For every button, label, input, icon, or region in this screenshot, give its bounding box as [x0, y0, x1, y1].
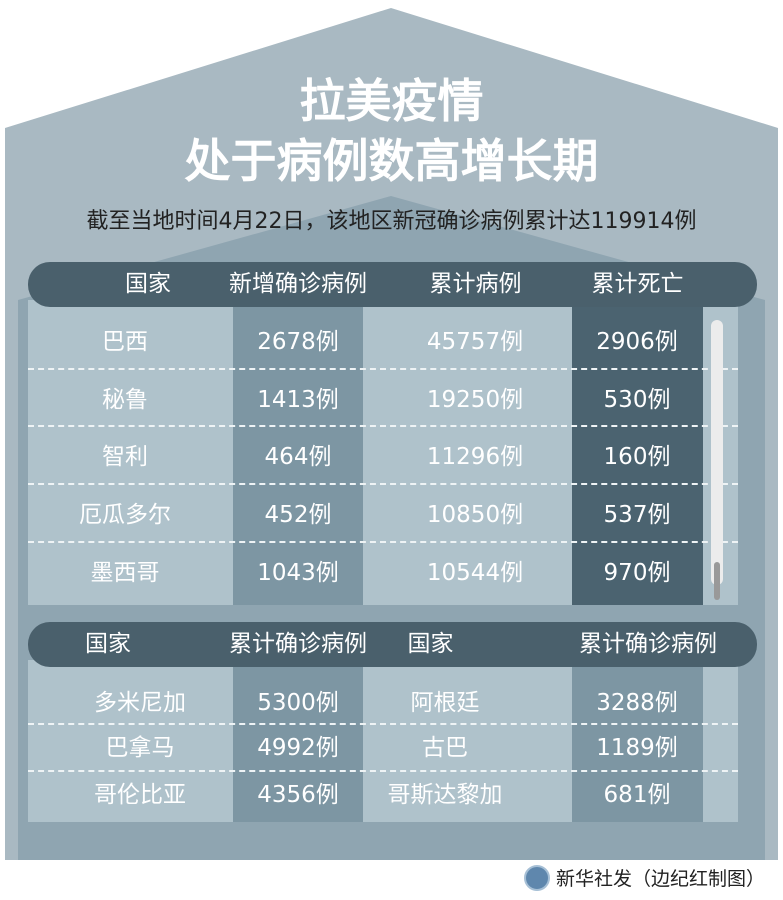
row-divider [28, 483, 738, 485]
table2-cases-column-2 [572, 660, 703, 822]
table2-header-country-2: 国家 [407, 631, 454, 657]
table1-deaths: 160例 [603, 444, 671, 470]
xinhua-logo-icon [523, 864, 550, 891]
thermometer-icon [711, 320, 723, 585]
table2-cases: 681例 [603, 782, 671, 808]
table1-total-cases: 10544例 [426, 560, 524, 586]
table1-new-cases: 1043例 [257, 560, 339, 586]
table2-country: 巴拿马 [105, 735, 175, 761]
table1-country: 巴西 [102, 329, 148, 355]
footer-credit: 新华社发（边纪红制图） [523, 864, 765, 891]
table1-new-cases: 1413例 [257, 387, 339, 413]
row-divider [28, 723, 738, 725]
table1-header-country: 国家 [125, 271, 171, 297]
table2-country: 阿根廷 [410, 690, 480, 716]
table1-total-cases: 19250例 [426, 387, 524, 413]
row-divider [28, 541, 738, 543]
table2-cases: 4356例 [257, 782, 339, 808]
row-divider [28, 770, 738, 772]
table1-deaths: 530例 [603, 387, 671, 413]
table2-country: 哥斯达黎加 [387, 782, 503, 808]
table1-new-cases: 464例 [264, 444, 332, 470]
table1-new-cases: 452例 [264, 502, 332, 528]
table1-deaths: 537例 [603, 502, 671, 528]
table2-header-cases-1: 累计确诊病例 [229, 631, 367, 657]
table2-cases: 3288例 [596, 690, 678, 716]
table2-country: 古巴 [422, 735, 468, 761]
table1-deaths-column [572, 300, 703, 605]
table1-deaths: 2906例 [596, 329, 678, 355]
title-line-1: 拉美疫情 [299, 74, 484, 128]
table1-total-cases: 10850例 [426, 502, 524, 528]
table1-country: 秘鲁 [102, 387, 148, 413]
table1-new-cases: 2678例 [257, 329, 339, 355]
table2-cases: 1189例 [596, 735, 678, 761]
table1-header-total-cases: 累计病例 [429, 271, 522, 297]
table1-total-cases: 11296例 [426, 444, 524, 470]
table2-cases: 5300例 [257, 690, 339, 716]
table1-new-cases-column [233, 300, 363, 605]
table1-country: 墨西哥 [90, 560, 160, 586]
row-divider [28, 425, 738, 427]
table2-cases: 4992例 [257, 735, 339, 761]
subtitle: 截至当地时间4月22日，该地区新冠确诊病例累计达119914例 [86, 209, 697, 234]
table1-header-new-cases: 新增确诊病例 [229, 271, 367, 297]
table1-country: 厄瓜多尔 [79, 502, 171, 528]
title-line-2: 处于病例数高增长期 [184, 134, 599, 188]
table2-header: 国家 累计确诊病例 国家 累计确诊病例 [28, 622, 757, 667]
table2-country: 多米尼加 [94, 690, 186, 716]
table2-header-country-1: 国家 [85, 631, 131, 657]
table1-deaths: 970例 [603, 560, 671, 586]
row-divider [28, 368, 738, 370]
table1-header-deaths: 累计死亡 [591, 271, 684, 297]
table2-cases-column-1 [233, 660, 363, 822]
thermometer-bulb [714, 562, 720, 600]
table2-country: 哥伦比亚 [94, 782, 186, 808]
table2-header-cases-2: 累计确诊病例 [579, 631, 717, 657]
table1-country: 智利 [102, 444, 148, 470]
table1-header: 国家 新增确诊病例 累计病例 累计死亡 [28, 262, 757, 307]
table1-total-cases: 45757例 [426, 329, 524, 355]
footer-text: 新华社发（边纪红制图） [555, 868, 765, 890]
